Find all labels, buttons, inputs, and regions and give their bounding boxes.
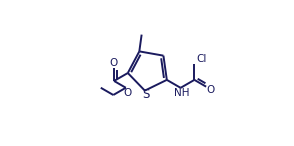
Text: Cl: Cl (197, 54, 207, 64)
Text: O: O (109, 58, 118, 68)
Text: S: S (142, 88, 150, 101)
Text: NH: NH (174, 88, 190, 98)
Text: O: O (207, 85, 215, 95)
Text: O: O (123, 88, 132, 98)
